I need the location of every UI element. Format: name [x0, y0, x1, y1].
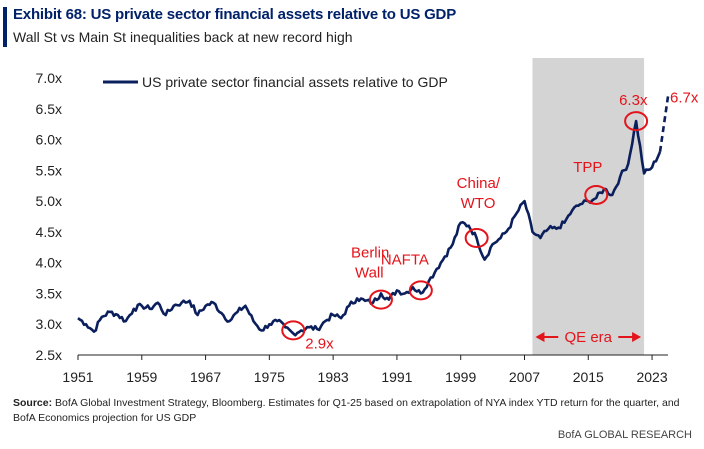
annotation-label: 6.7x	[670, 89, 699, 106]
y-tick-label: 2.5x	[36, 347, 62, 363]
title-accent-bar	[3, 7, 7, 47]
qe-era-label: QE era	[535, 329, 642, 346]
annotation-label: China/	[457, 175, 501, 192]
x-tick-label: 1959	[126, 369, 157, 385]
source-note: Source: BofA Global Investment Strategy,…	[13, 396, 693, 426]
chart-subtitle: Wall St vs Main St inequalities back at …	[13, 29, 353, 45]
line-chart: 7.0x 6.5x 6.0x 5.5x 5.0x 4.5x 4.0x 3.5x 3.0x 2.5x…	[36, 58, 699, 385]
legend: US private sector financial assets relat…	[103, 74, 448, 90]
y-tick-label: 6.0x	[36, 132, 62, 148]
qe-era-shaded-region	[532, 58, 645, 355]
source-text: BofA Global Investment Strategy, Bloombe…	[13, 397, 680, 424]
x-tick-label: 1967	[190, 369, 221, 385]
x-tick-label: 1975	[254, 369, 285, 385]
chart-title: Exhibit 68: US private sector financial …	[13, 6, 456, 23]
qe-arrowhead-right	[632, 332, 642, 342]
y-tick-label: 3.0x	[36, 316, 62, 332]
x-axis: 1951 1959 1967 1975 1983 1991 1999 2007 2015 2023	[62, 355, 668, 385]
annotation-label: TPP	[573, 159, 602, 176]
annotation-label: Wall	[355, 265, 384, 282]
annotation-label: Berlin	[351, 245, 389, 262]
y-tick-label: 3.5x	[36, 285, 62, 301]
annotation-label: 2.9x	[305, 335, 334, 352]
y-tick-label: 5.5x	[36, 162, 62, 178]
annotation-circle	[408, 280, 433, 301]
annotation-circle	[464, 228, 489, 249]
y-tick-label: 4.5x	[36, 224, 62, 240]
legend-label: US private sector financial assets relat…	[142, 74, 448, 90]
annotation-circle	[281, 320, 306, 341]
x-tick-label: 2007	[509, 369, 540, 385]
x-tick-label: 1951	[62, 369, 93, 385]
annotation-circle	[584, 184, 609, 205]
y-axis: 7.0x 6.5x 6.0x 5.5x 5.0x 4.5x 4.0x 3.5x 3.0x 2.5x	[36, 70, 62, 363]
annotation-circle	[624, 111, 649, 132]
x-tick-label: 1983	[318, 369, 349, 385]
brand-footer: BofA GLOBAL RESEARCH	[557, 429, 692, 441]
annotation-label: 6.3x	[619, 92, 648, 109]
y-tick-label: 7.0x	[36, 70, 62, 86]
annotation-label: NAFTA	[381, 251, 429, 268]
x-tick-label: 1999	[445, 369, 476, 385]
x-tick-label: 2015	[573, 369, 604, 385]
source-label: Source:	[13, 397, 53, 409]
y-tick-label: 5.0x	[36, 193, 62, 209]
qe-era-text: QE era	[565, 329, 613, 346]
x-tick-label: 1991	[381, 369, 412, 385]
qe-arrowhead-left	[535, 332, 545, 342]
y-tick-label: 4.0x	[36, 255, 62, 271]
estimate-line	[658, 96, 670, 153]
annotation-circle	[368, 289, 393, 310]
y-tick-label: 6.5x	[36, 101, 62, 117]
x-tick-label: 2023	[636, 369, 667, 385]
annotation-label: WTO	[461, 195, 496, 212]
